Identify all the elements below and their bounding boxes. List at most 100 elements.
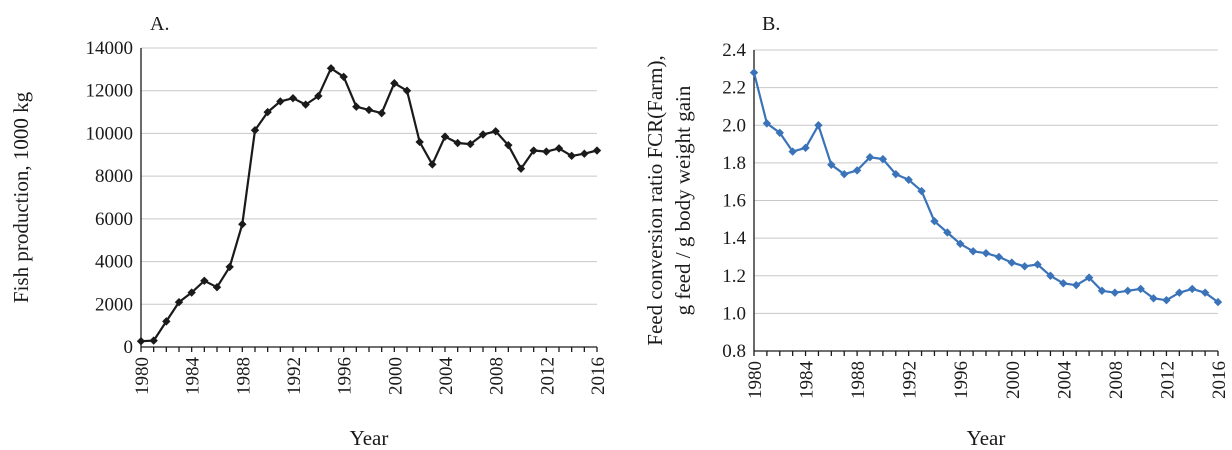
data-point-marker: [200, 276, 209, 285]
data-point-marker: [415, 137, 424, 147]
data-point-marker: [1123, 286, 1132, 295]
x-tick-label: 1984: [183, 357, 204, 396]
data-point-marker: [288, 93, 298, 103]
y-tick-label: 10000: [86, 123, 134, 144]
x-tick-label: 2016: [1209, 361, 1230, 399]
data-point-marker: [516, 164, 526, 173]
data-point-marker: [1162, 296, 1171, 305]
x-tick-label: 2012: [1157, 361, 1178, 399]
y-axis-title: g feed / g body weight gain: [671, 85, 695, 315]
data-point-marker: [878, 154, 888, 164]
data-point-marker: [402, 86, 412, 95]
data-point-marker: [466, 139, 475, 149]
data-point-marker: [1059, 279, 1068, 288]
data-point-marker: [212, 283, 222, 292]
data-point-marker: [554, 144, 564, 153]
x-tick-label: 2004: [436, 357, 457, 396]
data-point-marker: [788, 147, 797, 156]
x-axis-title: Year: [967, 426, 1006, 450]
data-point-marker: [852, 166, 862, 175]
y-axis-title: Fish production, 1000 kg: [9, 91, 33, 303]
chart-panel-b: 0.8 1.0 1.2 1.4 1.6 1.8 2.0 2.2 2.4 1980 1984 1988 1…: [643, 13, 1230, 450]
data-point-marker: [276, 97, 285, 106]
data-point-marker: [943, 228, 952, 237]
data-point-marker: [968, 247, 978, 256]
data-point-marker: [1200, 288, 1210, 297]
data-point-marker: [1188, 284, 1197, 294]
data-point-marker: [865, 153, 875, 162]
y-tick-label: 2.0: [722, 115, 746, 136]
data-point-marker: [1033, 260, 1042, 269]
data-point-marker: [250, 126, 260, 135]
panel-label: A.: [150, 13, 169, 35]
data-point-marker: [801, 143, 810, 153]
data-point-marker: [453, 138, 462, 148]
x-tick-label: 1988: [233, 357, 254, 395]
data-point-marker: [364, 105, 374, 115]
y-tick-label: 6000: [95, 209, 133, 230]
data-point-marker: [504, 140, 513, 150]
data-point-marker: [1072, 280, 1081, 290]
data-point-marker: [1084, 273, 1094, 282]
data-point-marker: [1213, 297, 1223, 307]
y-tick-label: 12000: [86, 81, 134, 102]
data-point-marker: [1110, 288, 1120, 297]
x-tick-label: 1988: [848, 361, 869, 399]
data-point-marker: [904, 175, 913, 185]
data-point-marker: [440, 132, 450, 141]
data-point-marker: [478, 130, 488, 139]
data-point-marker: [762, 119, 772, 128]
x-tick-label: 1992: [900, 361, 921, 399]
data-point-marker: [314, 91, 323, 101]
y-tick-label: 2000: [95, 294, 133, 315]
data-point-marker: [749, 68, 759, 77]
x-tick-label: 1984: [797, 361, 818, 400]
x-tick-label: 1996: [335, 357, 356, 395]
data-point-marker: [339, 72, 348, 82]
data-point-marker: [225, 262, 234, 272]
y-tick-label: 1.8: [722, 153, 746, 174]
x-tick-label: 2000: [1003, 361, 1024, 399]
y-tick-label: 1.6: [722, 191, 746, 212]
data-point-marker: [301, 100, 310, 109]
x-tick-label: 1996: [951, 361, 972, 399]
data-point-marker: [930, 216, 939, 226]
x-tick-label: 2008: [1106, 361, 1127, 399]
data-point-marker: [377, 108, 386, 118]
x-tick-label: 2016: [588, 357, 609, 395]
data-point-marker: [326, 64, 336, 73]
data-point-marker: [149, 336, 158, 345]
data-point-marker: [174, 297, 184, 307]
data-point-marker: [529, 146, 538, 155]
data-point-marker: [917, 186, 926, 196]
data-point-marker: [1020, 262, 1029, 271]
y-tick-label: 4000: [95, 252, 133, 273]
data-point-marker: [136, 337, 146, 346]
y-tick-label: 1.4: [722, 228, 746, 249]
data-point-marker: [814, 121, 823, 130]
x-tick-label: 1992: [284, 357, 305, 395]
x-tick-label: 1980: [132, 357, 153, 395]
data-point-marker: [580, 149, 589, 158]
data-point-marker: [1097, 286, 1107, 295]
series-line: [752, 72, 1219, 303]
data-point-marker: [956, 239, 965, 248]
y-tick-label: 1.0: [722, 303, 746, 324]
data-point-marker: [238, 219, 247, 229]
y-tick-label: 0.8: [722, 341, 746, 362]
data-point-marker: [592, 146, 602, 155]
data-point-marker: [775, 128, 784, 137]
y-tick-label: 14000: [86, 38, 134, 59]
y-tick-label: 1.2: [722, 266, 746, 287]
data-point-marker: [352, 102, 361, 111]
data-point-marker: [994, 252, 1004, 262]
data-point-marker: [1149, 294, 1158, 303]
data-point-marker: [390, 79, 399, 88]
data-point-marker: [187, 288, 196, 297]
data-point-marker: [1175, 288, 1184, 297]
x-axis-title: Year: [350, 426, 389, 450]
data-point-marker: [827, 160, 836, 169]
data-point-marker: [840, 169, 849, 179]
data-point-marker: [162, 317, 171, 326]
